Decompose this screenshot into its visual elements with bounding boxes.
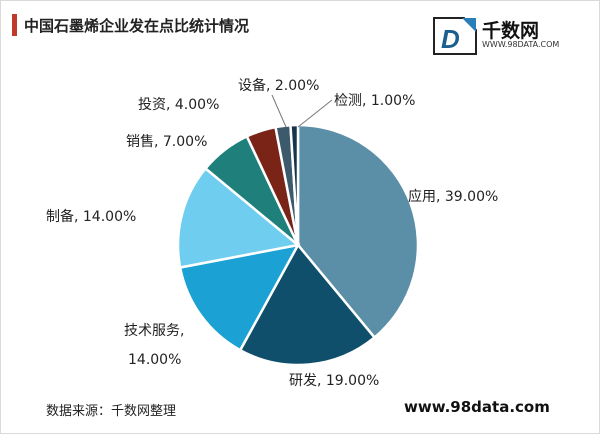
data-source-note: 数据来源：千数网整理 — [46, 404, 177, 419]
title-accent-bar — [12, 14, 17, 36]
logo-badge-icon: D 3 — [433, 17, 477, 55]
slice-label-4: 制备, 14.00% — [46, 208, 136, 225]
chart-title: 中国石墨烯企业发在点比统计情况 — [24, 17, 250, 35]
site-url: www.98data.com — [404, 398, 550, 416]
pie-slice-1 — [296, 123, 420, 340]
leader-line-7 — [271, 94, 287, 128]
logo-name: 千数网 — [482, 20, 540, 42]
slice-labels: 应用, 39.00% 研发, 19.00% 技术服务, 14.00% 制备, 14.00… — [46, 77, 498, 389]
slice-label-1: 应用, 39.00% — [408, 188, 498, 205]
pie-slice-8 — [289, 123, 300, 246]
logo-badge-sup: 3 — [462, 21, 467, 31]
slice-label-8: 检测, 1.00% — [334, 93, 415, 109]
logo-badge-letter: D — [441, 24, 460, 54]
leader-line-8 — [297, 99, 333, 128]
pie-slice-4 — [176, 166, 301, 269]
leader-lines — [271, 94, 333, 128]
pie-slices — [176, 123, 420, 367]
pie-slice-2 — [238, 242, 377, 367]
logo-url: WWW.98DATA.COM — [482, 40, 560, 49]
slice-label-2: 研发, 19.00% — [289, 373, 379, 389]
slice-label-5: 销售, 7.00% — [126, 134, 207, 150]
pie-slice-3 — [178, 243, 301, 352]
slice-label-3-line2: 14.00% — [128, 352, 181, 368]
slice-label-6: 投资, 4.00% — [138, 97, 219, 113]
slice-label-7: 设备, 2.00% — [238, 77, 319, 94]
logo: D 3 千数网 WWW.98DATA.COM — [432, 16, 559, 60]
slice-label-3: 技术服务, — [124, 323, 184, 339]
